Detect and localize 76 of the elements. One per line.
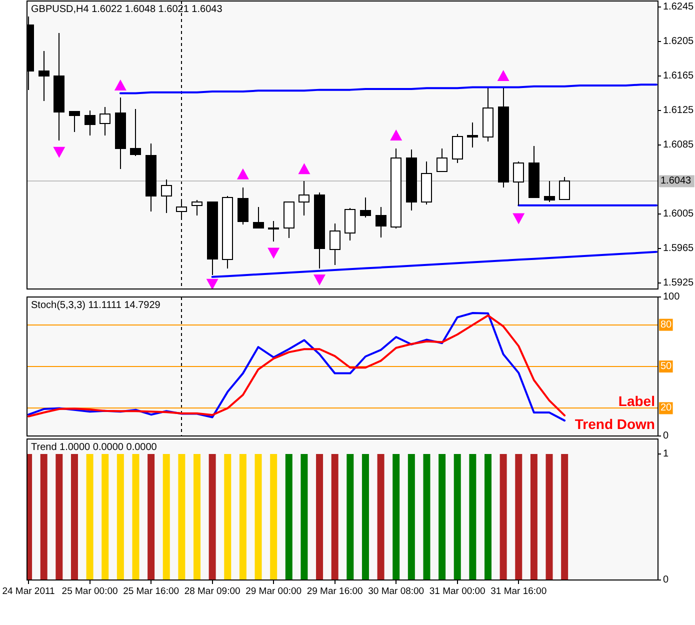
y-tick-label: 1.6245 bbox=[663, 2, 694, 13]
line-series bbox=[119, 84, 658, 94]
y-tick-label: 0 bbox=[663, 574, 669, 586]
candlestick bbox=[38, 50, 50, 102]
candlestick bbox=[498, 88, 509, 188]
candlestick bbox=[544, 180, 555, 202]
candlestick bbox=[268, 220, 280, 242]
ref-line-label: 20 bbox=[660, 402, 672, 414]
x-tick-label: 28 Mar 09:00 bbox=[184, 586, 240, 597]
candlestick bbox=[406, 148, 417, 212]
y-tick-label: 1.5925 bbox=[663, 277, 694, 288]
ref-line-label: 80 bbox=[660, 319, 672, 330]
ref-line-label: 1.6043 bbox=[660, 176, 692, 187]
x-tick-label: 30 Mar 08:00 bbox=[368, 586, 424, 597]
chart-title: Trend 1.0000 0.0000 0.0000 bbox=[31, 442, 158, 453]
candlestick bbox=[84, 110, 96, 136]
chart-title: Stoch(5,3,3) 11.1111 14.7929 bbox=[31, 300, 161, 311]
x-tick-label: 29 Mar 00:00 bbox=[246, 586, 302, 597]
point bbox=[236, 168, 249, 180]
point bbox=[314, 274, 326, 286]
y-tick-label: 0 bbox=[663, 430, 669, 442]
candlestick bbox=[528, 145, 540, 198]
candlestick bbox=[513, 160, 524, 206]
candlestick bbox=[344, 207, 356, 242]
y-tick-label: 1.6085 bbox=[663, 140, 694, 150]
annotation: Label bbox=[618, 393, 655, 409]
candlestick bbox=[100, 106, 111, 136]
point bbox=[53, 146, 66, 158]
chart-title: GBPUSD,H4 1.6022 1.6048 1.6021 1.6043 bbox=[31, 4, 223, 15]
candlestick bbox=[390, 148, 402, 230]
point bbox=[390, 130, 402, 141]
candlestick bbox=[452, 133, 463, 164]
point bbox=[268, 248, 280, 259]
point bbox=[114, 80, 126, 91]
point bbox=[298, 163, 310, 174]
candlestick bbox=[146, 142, 157, 212]
annotation: Trend Down bbox=[574, 416, 655, 432]
point bbox=[512, 213, 525, 224]
candlestick bbox=[421, 160, 432, 205]
candlestick bbox=[298, 180, 310, 216]
ref-line-label: 50 bbox=[660, 361, 672, 372]
candlestick bbox=[130, 108, 142, 157]
candlestick bbox=[482, 88, 494, 142]
x-tick-label: 25 Mar 16:00 bbox=[123, 586, 180, 597]
y-tick-label: 1.5965 bbox=[663, 242, 694, 254]
candlestick bbox=[54, 32, 65, 142]
candlestick bbox=[192, 200, 202, 216]
point bbox=[497, 70, 510, 82]
candlestick bbox=[436, 148, 448, 172]
y-tick-label: 100 bbox=[663, 292, 680, 302]
x-tick-label: 31 Mar 16:00 bbox=[490, 586, 547, 597]
candlestick bbox=[314, 192, 326, 269]
point bbox=[206, 278, 218, 289]
line-series bbox=[211, 250, 658, 278]
candlestick bbox=[329, 222, 340, 266]
candlestick bbox=[160, 178, 172, 214]
candlestick bbox=[375, 206, 386, 238]
x-tick-label: 25 Mar 00:00 bbox=[62, 586, 118, 597]
y-tick-label: 1.6005 bbox=[663, 208, 694, 220]
candlestick bbox=[237, 186, 248, 225]
y-tick-label: 1.6125 bbox=[663, 105, 694, 116]
candlestick bbox=[222, 195, 234, 269]
candlestick bbox=[559, 176, 570, 201]
candlestick bbox=[68, 110, 80, 133]
x-tick-label: 31 Mar 00:00 bbox=[429, 586, 486, 597]
candlestick bbox=[467, 122, 478, 148]
candlestick bbox=[360, 197, 371, 218]
y-tick-label: 1 bbox=[663, 448, 669, 460]
candlestick bbox=[114, 97, 126, 170]
y-tick-label: 1.6165 bbox=[663, 70, 694, 82]
candlestick bbox=[252, 206, 264, 230]
x-tick-label: 24 Mar 2011 bbox=[2, 586, 55, 597]
x-tick-label: 29 Mar 16:00 bbox=[306, 586, 363, 597]
candlestick bbox=[206, 201, 218, 276]
candlestick bbox=[283, 201, 294, 239]
y-tick-label: 1.6205 bbox=[663, 36, 694, 48]
